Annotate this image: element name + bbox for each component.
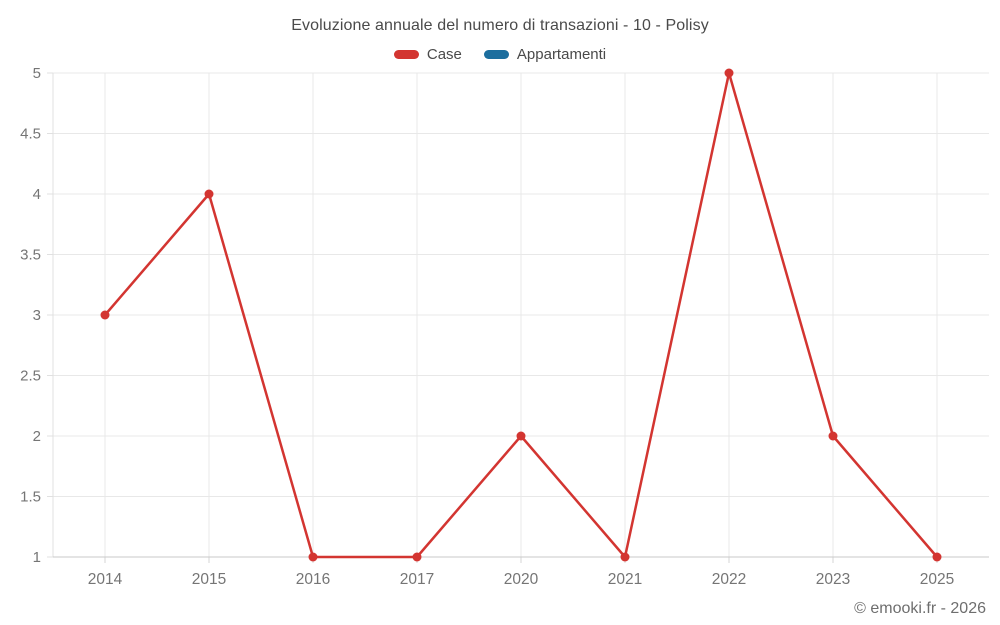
- legend-label: Case: [426, 46, 462, 63]
- y-axis-label: 1.5: [20, 489, 41, 506]
- x-axis-label: 2021: [608, 571, 642, 588]
- data-point-case-2014[interactable]: [100, 310, 110, 320]
- y-axis-label: 2.5: [20, 368, 41, 385]
- y-axis-label: 4: [33, 186, 41, 203]
- x-axis-label: 2022: [712, 571, 746, 588]
- data-point-case-2023[interactable]: [828, 431, 838, 441]
- y-axis-label: 1: [33, 549, 41, 566]
- x-axis-label: 2023: [816, 571, 850, 588]
- legend-item-appartamenti[interactable]: Appartamenti: [483, 46, 607, 63]
- data-point-case-2022[interactable]: [724, 68, 734, 78]
- x-axis-label: 2025: [920, 571, 954, 588]
- chart-legend: Case Appartamenti: [0, 46, 1000, 63]
- legend-item-case[interactable]: Case: [393, 46, 462, 63]
- x-axis-label: 2016: [296, 571, 330, 588]
- data-point-case-2016[interactable]: [308, 552, 318, 562]
- y-axis-label: 5: [33, 65, 41, 82]
- y-axis-label: 2: [33, 428, 41, 445]
- data-point-case-2025[interactable]: [932, 552, 942, 562]
- x-axis-label: 2014: [88, 571, 123, 588]
- y-axis-label: 3: [33, 307, 41, 324]
- data-point-case-2021[interactable]: [620, 552, 630, 562]
- watermark-credit: © emooki.fr - 2026: [854, 600, 986, 617]
- data-point-case-2020[interactable]: [516, 431, 526, 441]
- chart-title: Evoluzione annuale del numero di transaz…: [291, 17, 709, 34]
- y-axis-label: 4.5: [20, 126, 41, 143]
- legend-swatch-case: [393, 50, 419, 59]
- x-axis-label: 2017: [400, 571, 434, 588]
- data-point-case-2017[interactable]: [412, 552, 422, 562]
- x-axis-label: 2015: [192, 571, 226, 588]
- data-point-case-2015[interactable]: [204, 189, 214, 199]
- x-axis-label: 2020: [504, 571, 539, 588]
- y-axis-label: 3.5: [20, 247, 41, 264]
- legend-swatch-appartamenti: [483, 50, 509, 59]
- legend-label: Appartamenti: [516, 46, 607, 63]
